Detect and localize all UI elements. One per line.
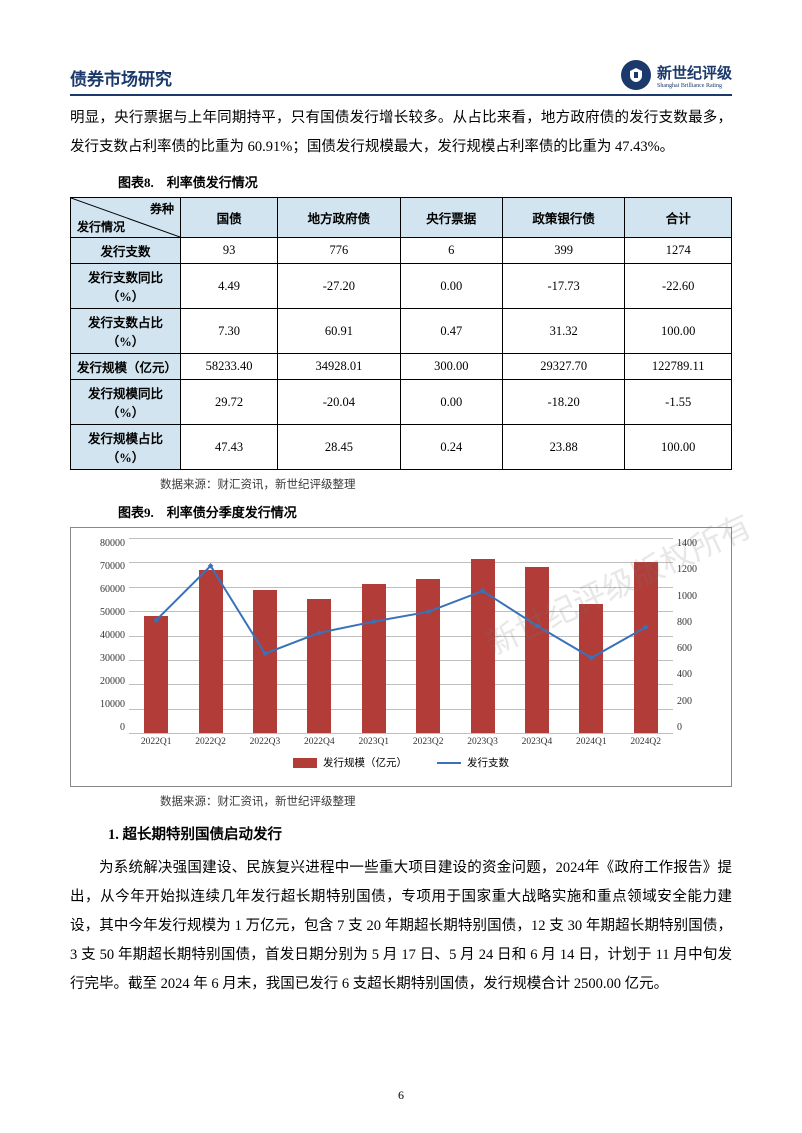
row-label: 发行支数占比（%）	[71, 309, 181, 354]
cell: 0.47	[400, 309, 502, 354]
row-label: 发行支数	[71, 238, 181, 264]
table-row: 发行支数9377663991274	[71, 238, 732, 264]
chart9-line	[129, 538, 673, 733]
cell: 300.00	[400, 354, 502, 380]
legend-bar: 发行规模（亿元）	[293, 755, 407, 770]
cell: 47.43	[181, 425, 278, 470]
cell: 100.00	[625, 425, 732, 470]
chart9-legend: 发行规模（亿元） 发行支数	[81, 755, 721, 770]
table-row: 发行支数同比（%）4.49-27.200.00-17.73-22.60	[71, 264, 732, 309]
legend-line: 发行支数	[437, 755, 509, 770]
cell: -27.20	[278, 264, 401, 309]
cell: 60.91	[278, 309, 401, 354]
cell: 776	[278, 238, 401, 264]
cell: 58233.40	[181, 354, 278, 380]
cell: 0.00	[400, 264, 502, 309]
table8-col0: 国债	[181, 198, 278, 238]
cell: -1.55	[625, 380, 732, 425]
header-title: 债券市场研究	[70, 65, 172, 90]
cell: 31.32	[502, 309, 625, 354]
page-header: 债券市场研究 新世纪评级 Shanghai Brilliance Rating	[70, 60, 732, 96]
page-number: 6	[398, 1088, 404, 1103]
cell: 28.45	[278, 425, 401, 470]
chart9-x-labels: 2022Q12022Q22022Q32022Q42023Q12023Q22023…	[129, 737, 673, 747]
table-row: 发行规模（亿元）58233.4034928.01300.0029327.7012…	[71, 354, 732, 380]
row-label: 发行规模占比（%）	[71, 425, 181, 470]
table-row: 发行规模占比（%）47.4328.450.2423.88100.00	[71, 425, 732, 470]
row-label: 发行规模（亿元）	[71, 354, 181, 380]
cell: 29.72	[181, 380, 278, 425]
cell: 29327.70	[502, 354, 625, 380]
row-label: 发行规模同比（%）	[71, 380, 181, 425]
cell: 7.30	[181, 309, 278, 354]
cell: 6	[400, 238, 502, 264]
cell: -17.73	[502, 264, 625, 309]
table8-source: 数据来源：财汇资讯，新世纪评级整理	[160, 476, 732, 492]
cell: -22.60	[625, 264, 732, 309]
cell: 0.24	[400, 425, 502, 470]
cell: 100.00	[625, 309, 732, 354]
chart9: 8000070000600005000040000300002000010000…	[70, 527, 732, 787]
cell: 23.88	[502, 425, 625, 470]
cell: -18.20	[502, 380, 625, 425]
table8-col2: 央行票据	[400, 198, 502, 238]
intro-paragraph: 明显，央行票据与上年同期持平，只有国债发行增长较多。从占比来看，地方政府债的发行…	[70, 104, 732, 162]
chart9-y-left: 8000070000600005000040000300002000010000…	[81, 538, 129, 733]
cell: 1274	[625, 238, 732, 264]
header-logo: 新世纪评级 Shanghai Brilliance Rating	[621, 60, 732, 90]
logo-icon	[621, 60, 651, 90]
table-row: 发行支数占比（%）7.3060.910.4731.32100.00	[71, 309, 732, 354]
section1-heading: 1. 超长期特别国债启动发行	[108, 823, 732, 844]
logo-text-en: Shanghai Brilliance Rating	[657, 83, 732, 89]
chart9-title: 图表9. 利率债分季度发行情况	[118, 502, 732, 521]
chart9-source: 数据来源：财汇资讯，新世纪评级整理	[160, 793, 732, 809]
row-label: 发行支数同比（%）	[71, 264, 181, 309]
table8-col3: 政策银行债	[502, 198, 625, 238]
table8-corner: 券种 发行情况	[71, 198, 181, 238]
cell: 0.00	[400, 380, 502, 425]
logo-text-cn: 新世纪评级	[657, 62, 732, 83]
cell: 4.49	[181, 264, 278, 309]
cell: 34928.01	[278, 354, 401, 380]
section1-paragraph: 为系统解决强国建设、民族复兴进程中一些重大项目建设的资金问题，2024年《政府工…	[70, 854, 732, 999]
cell: -20.04	[278, 380, 401, 425]
table8-title: 图表8. 利率债发行情况	[118, 172, 732, 191]
table-row: 发行规模同比（%）29.72-20.040.00-18.20-1.55	[71, 380, 732, 425]
table8: 券种 发行情况 国债 地方政府债 央行票据 政策银行债 合计 发行支数93776…	[70, 197, 732, 470]
cell: 122789.11	[625, 354, 732, 380]
chart9-y-right: 1400120010008006004002000	[673, 538, 721, 733]
table8-col1: 地方政府债	[278, 198, 401, 238]
table8-col4: 合计	[625, 198, 732, 238]
cell: 93	[181, 238, 278, 264]
cell: 399	[502, 238, 625, 264]
